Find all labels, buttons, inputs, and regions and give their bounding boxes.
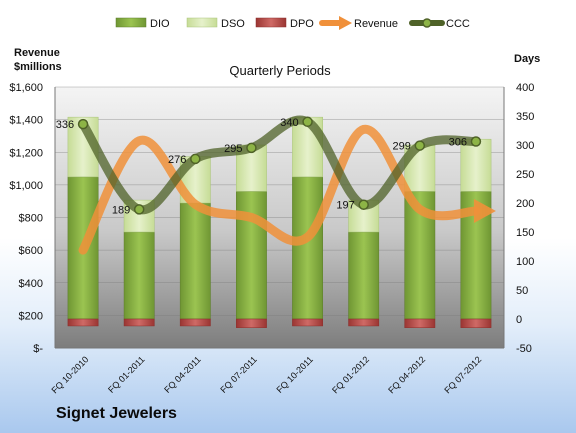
bar-dio <box>292 176 323 320</box>
company-name: Signet Jewelers <box>56 405 177 422</box>
right-tick-label: -50 <box>516 343 532 355</box>
ccc-point <box>358 199 369 210</box>
bar-dpo <box>67 318 99 327</box>
left-tick-label: $1,200 <box>9 147 43 159</box>
left-tick-label: $800 <box>19 213 43 225</box>
left-tick-label: $600 <box>19 245 43 257</box>
ccc-point <box>77 118 89 130</box>
left-tick-label: $1,600 <box>9 82 43 94</box>
x-tick-label: FQ 04-2011 <box>162 354 203 395</box>
ccc-data-label: 340 <box>280 117 298 129</box>
revenue-line <box>78 124 481 255</box>
legend-item-dio: DIO <box>115 17 170 30</box>
bar-dio <box>348 231 380 320</box>
ccc-point <box>246 142 257 154</box>
ccc-data-label: 299 <box>392 141 410 153</box>
right-tick-label: 250 <box>516 169 534 181</box>
ccc-point <box>470 136 482 147</box>
ccc-point <box>190 153 201 165</box>
x-tick-label: FQ 07-2011 <box>218 354 259 395</box>
legend-label-dpo: DPO <box>290 18 314 30</box>
right-tick-label: 150 <box>516 227 534 239</box>
bar-dio <box>123 231 155 320</box>
ccc-data-label: 189 <box>112 204 130 216</box>
left-axis-title-line2: $millions <box>14 61 62 73</box>
ccc-point <box>414 140 426 151</box>
bar-dio <box>179 202 211 320</box>
legend-item-dpo: DPO <box>255 17 314 30</box>
legend-item-ccc: CCC <box>409 18 470 30</box>
ccc-point <box>133 204 145 215</box>
right-tick-label: 100 <box>516 256 534 268</box>
right-tick-label: 200 <box>516 198 534 210</box>
bar-dpo <box>123 318 155 327</box>
left-axis-title-line1: Revenue <box>14 47 60 59</box>
legend-item-revenue: Revenue <box>319 16 398 30</box>
bar-dpo <box>348 318 380 327</box>
bar-dio <box>236 191 267 320</box>
left-tick-label: $1,400 <box>9 115 43 127</box>
bar-dpo <box>404 318 436 328</box>
bar-dpo <box>179 318 211 327</box>
x-tick-label: FQ 10-2010 <box>49 354 90 395</box>
chart-title: Quarterly Periods <box>229 63 331 78</box>
right-tick-label: 300 <box>516 140 534 152</box>
legend-item-dso: DSO <box>186 17 245 30</box>
ccc-data-label: 276 <box>168 154 186 166</box>
ccc-data-label: 197 <box>336 200 354 212</box>
ccc-data-label: 306 <box>449 137 467 149</box>
ccc-data-label: 295 <box>224 143 242 155</box>
left-tick-label: $400 <box>19 278 43 290</box>
bar-dpo <box>236 318 267 328</box>
bar-dso <box>460 138 492 192</box>
x-tick-label: FQ 01-2011 <box>106 354 147 395</box>
x-tick-label: FQ 07-2012 <box>442 354 483 395</box>
right-tick-label: 350 <box>516 111 534 123</box>
x-tick-label: FQ 04-2012 <box>386 354 427 395</box>
left-tick-label: $- <box>33 343 43 355</box>
left-tick-label: $200 <box>19 310 43 322</box>
left-tick-label: $1,000 <box>9 180 43 192</box>
bar-dpo <box>292 318 323 327</box>
bar-dpo <box>460 318 492 328</box>
revenue-arrowhead <box>473 198 496 223</box>
legend-label-dso: DSO <box>221 18 245 30</box>
ccc-point <box>302 116 313 128</box>
ccc-data-label: 336 <box>56 119 74 131</box>
right-tick-label: 400 <box>516 82 534 94</box>
right-axis-title: Days <box>514 53 540 65</box>
x-tick-label: FQ 01-2012 <box>330 354 371 395</box>
legend-label-revenue: Revenue <box>354 18 398 30</box>
legend-label-dio: DIO <box>150 18 170 30</box>
legend-label-ccc: CCC <box>446 18 470 30</box>
legend: DIO DSO DPO Revenue CCC <box>115 16 470 30</box>
right-tick-label: 0 <box>516 314 522 326</box>
x-tick-label: FQ 10-2011 <box>274 354 315 395</box>
right-tick-label: 50 <box>516 285 528 297</box>
